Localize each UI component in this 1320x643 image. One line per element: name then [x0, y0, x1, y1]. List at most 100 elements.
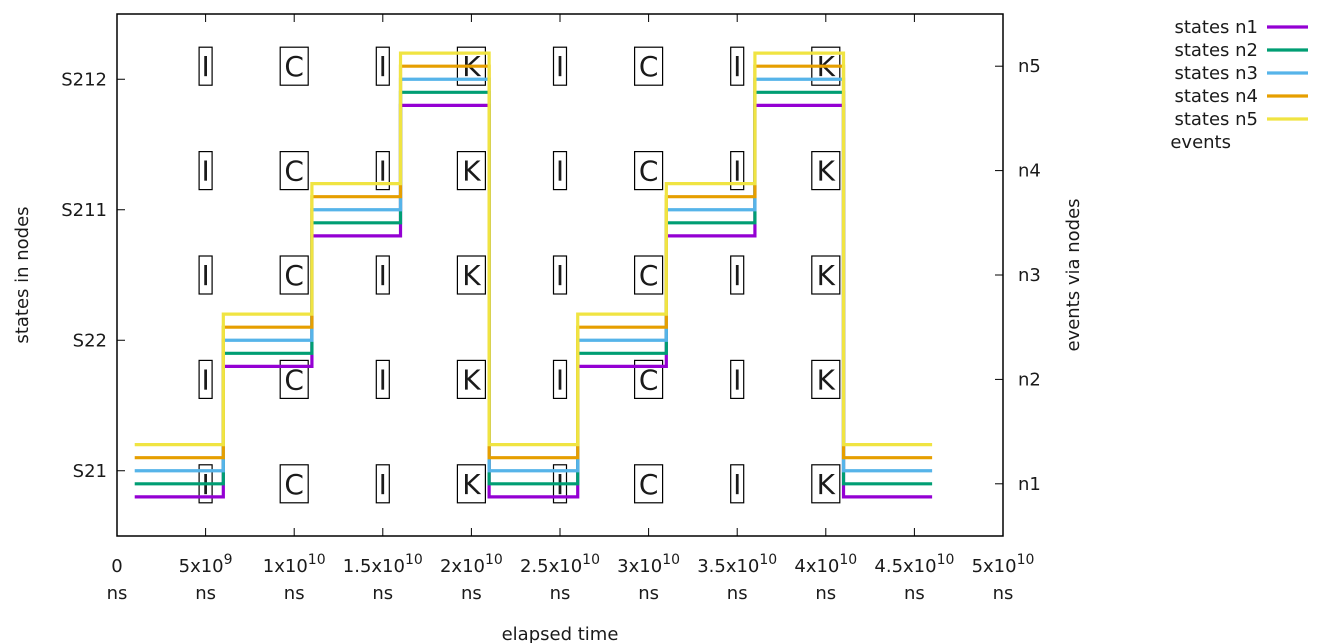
event-label: K: [817, 363, 836, 396]
legend-label-events: events: [1170, 132, 1231, 153]
legend-label: states n5: [1174, 109, 1258, 130]
x-axis-label: elapsed time: [502, 624, 619, 643]
axis-layer: 0 ns 5x109 ns 1x1010 ns 1.5x1010 ns 2x1010 ns 2.5x…: [61, 14, 1041, 604]
x-tick-label: 5x109: [179, 552, 233, 577]
event-box: [198, 151, 213, 191]
x-tick-label: 5x1010: [972, 552, 1035, 577]
series-line: [134, 51, 933, 447]
event-box: [730, 464, 745, 504]
legend-label: states n4: [1174, 86, 1258, 107]
event-box: [375, 46, 390, 86]
event-box: [552, 46, 568, 86]
series-line: [134, 103, 933, 499]
x-tick-label: 1x1010: [263, 552, 326, 577]
event-label: I: [379, 363, 387, 396]
event-label: I: [379, 259, 387, 292]
event-label: C: [639, 468, 659, 501]
event-label: I: [379, 155, 387, 188]
event-box: [456, 359, 486, 399]
event-layer: I C I K I C I KI C I K I C I KI C I K I C I KI C I K I C I KI C I K I C I K: [198, 46, 841, 504]
y-tick-label-left: S211: [61, 200, 107, 221]
event-label: I: [379, 468, 387, 501]
y-tick-label-left: S21: [73, 461, 107, 482]
event-label: I: [556, 259, 564, 292]
event-box: [198, 359, 213, 399]
legend-label: states n3: [1174, 63, 1258, 84]
event-label: C: [639, 363, 659, 396]
y-tick-label-right: n3: [1018, 265, 1041, 286]
event-label: I: [201, 50, 209, 83]
event-label: C: [639, 155, 659, 188]
event-label: I: [556, 50, 564, 83]
event-label: C: [284, 155, 304, 188]
event-box: [198, 46, 213, 86]
y-tick-label-right: n4: [1018, 161, 1041, 182]
y-tick-label-right: n2: [1018, 369, 1041, 390]
event-box: [375, 255, 390, 295]
event-box: [811, 359, 841, 399]
event-box: [456, 255, 486, 295]
event-box: [375, 151, 390, 191]
series-line: [134, 64, 933, 460]
x-tick-label: 4x1010: [794, 552, 857, 577]
event-box: [279, 46, 309, 86]
event-label: C: [284, 259, 304, 292]
event-box: [552, 359, 568, 399]
legend-label: states n1: [1174, 17, 1258, 38]
x-tick-label: 2.5x1010: [520, 552, 600, 577]
event-label: I: [733, 363, 741, 396]
event-box: [730, 359, 745, 399]
x-tick-label: 4.5x1010: [874, 552, 954, 577]
series-layer: [134, 51, 933, 499]
y-axis-label-right: events via nodes: [1063, 198, 1084, 351]
x-tick-unit: ns: [107, 583, 128, 604]
event-label: K: [817, 155, 836, 188]
event-box: [811, 151, 841, 191]
event-label: C: [284, 50, 304, 83]
y-tick-label-left: S22: [73, 330, 107, 351]
y-axis-label-left: states in nodes: [12, 206, 33, 343]
event-box: [552, 255, 568, 295]
x-tick-unit: ns: [727, 583, 748, 604]
event-label: I: [556, 363, 564, 396]
x-tick-label: 3x1010: [617, 552, 680, 577]
event-label: K: [462, 363, 481, 396]
event-box: [456, 464, 486, 504]
event-label: I: [733, 50, 741, 83]
event-label: C: [639, 259, 659, 292]
event-label: I: [201, 155, 209, 188]
event-label: I: [733, 155, 741, 188]
event-label: I: [733, 468, 741, 501]
event-label: K: [817, 468, 836, 501]
x-tick-unit: ns: [993, 583, 1014, 604]
event-box: [730, 46, 745, 86]
event-label: K: [817, 259, 836, 292]
event-label: K: [462, 468, 481, 501]
event-box: [279, 464, 309, 504]
event-box: [633, 151, 664, 191]
y-tick-label-left: S212: [61, 69, 107, 90]
x-tick-label: 2x1010: [440, 552, 503, 577]
event-label: C: [284, 468, 304, 501]
x-tick-label: 3.5x1010: [697, 552, 777, 577]
event-box: [730, 151, 745, 191]
event-box: [633, 464, 664, 504]
event-box: [279, 151, 309, 191]
event-box: [811, 464, 841, 504]
x-tick-unit: ns: [372, 583, 393, 604]
event-box: [375, 464, 390, 504]
series-line: [134, 90, 933, 486]
event-box: [456, 151, 486, 191]
event-label: I: [733, 259, 741, 292]
x-tick-unit: ns: [461, 583, 482, 604]
x-tick-label: 1.5x1010: [343, 552, 423, 577]
x-tick-unit: ns: [638, 583, 659, 604]
event-label: C: [639, 50, 659, 83]
event-box: [633, 255, 664, 295]
event-label: I: [556, 155, 564, 188]
event-label: I: [201, 363, 209, 396]
event-box: [375, 359, 390, 399]
event-label: I: [379, 50, 387, 83]
